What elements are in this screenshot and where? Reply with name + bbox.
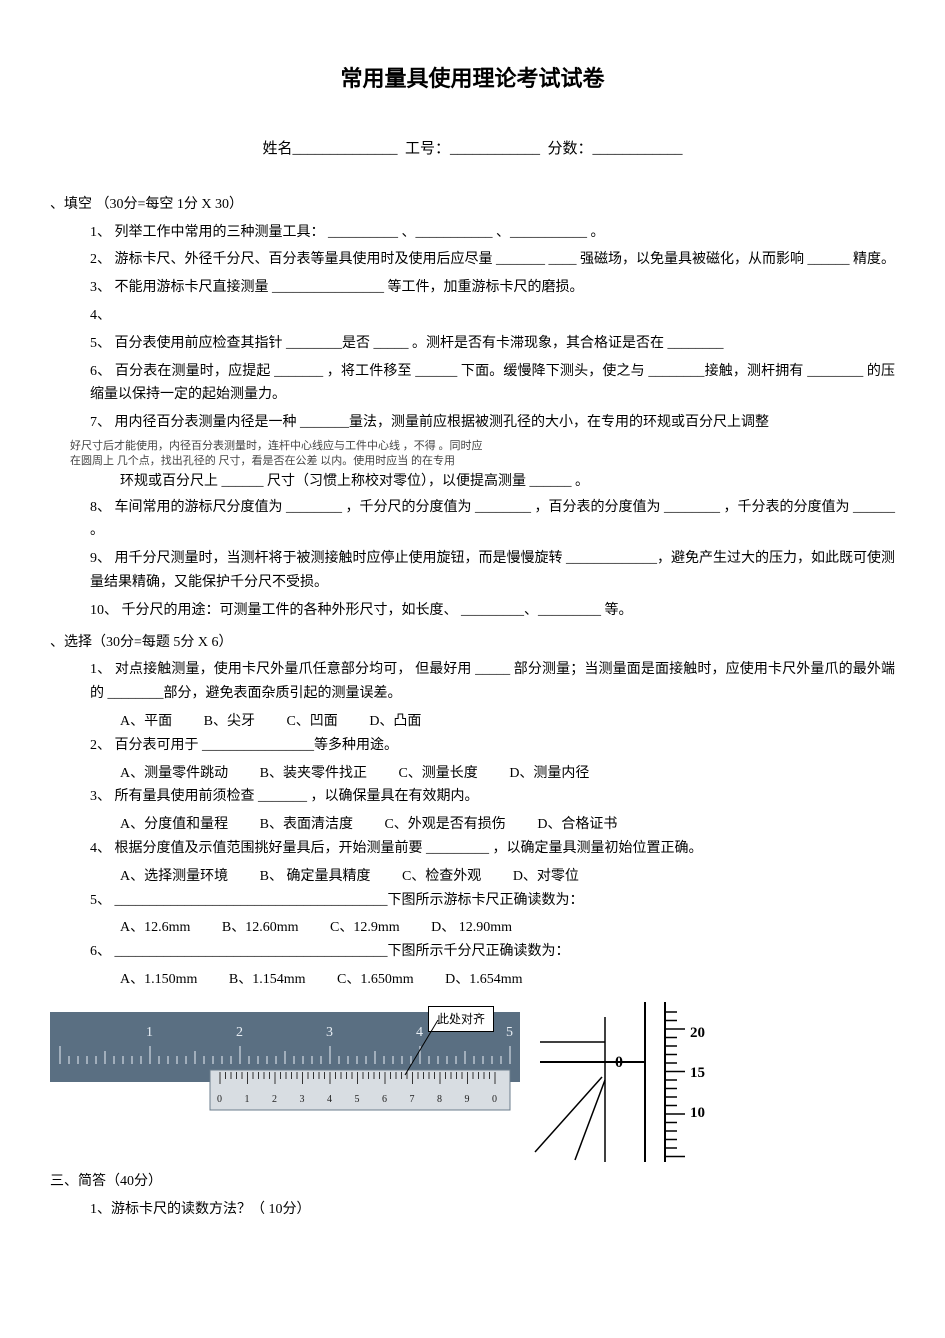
- score-label: 分数：: [548, 141, 593, 157]
- s2-q1-a: A、平面: [120, 710, 172, 734]
- s2-q3: 3、 所有量具使用前须检查 _______ ，以确保量具在有效期内。: [90, 785, 895, 809]
- s1-q5: 5、 百分表使用前应检查其指针 ________是否 _____ 。测杆是否有卡…: [90, 332, 895, 356]
- svg-text:15: 15: [690, 1065, 705, 1081]
- svg-text:2: 2: [272, 1094, 277, 1105]
- name-label: 姓名: [262, 141, 292, 157]
- s1-q7-note-a: 好尺寸后才能使用，内径百分表测量时，连杆中心线应与工件中心线 ，不得 。同时应: [70, 439, 895, 454]
- s1-q6: 6、 百分表在测量时，应提起 _______ ，将工件移至 ______ 下面。…: [90, 360, 895, 408]
- caliper-figure: 12345 01234567890 此处对齐: [50, 1002, 520, 1112]
- s2-q1-b: B、尖牙: [204, 710, 255, 734]
- s2-q2-c: C、测量长度: [398, 762, 477, 786]
- s2-q2: 2、 百分表可用于 ________________等多种用途。: [90, 734, 895, 758]
- s2-q2-b: B、装夹零件找正: [260, 762, 367, 786]
- s2-q4-c: C、检查外观: [402, 865, 481, 889]
- s1-q7b: 环规或百分尺上 ______ 尺寸（习惯上称校对零位），以便提高测量 _____…: [120, 470, 895, 494]
- s2-q6: 6、 _____________________________________…: [90, 940, 895, 964]
- s2-q6-options: A、1.150mm B、1.154mm C、1.650mm D、1.654mm: [120, 968, 895, 992]
- s2-q4-d: D、对零位: [513, 865, 579, 889]
- s2-q1: 1、 对点接触测量，使用卡尺外量爪任意部分均可， 但最好用 _____ 部分测量…: [90, 658, 895, 706]
- s2-q2-d: D、测量内径: [509, 762, 589, 786]
- s2-q1-d: D、凸面: [369, 710, 421, 734]
- s2-q3-b: B、表面清洁度: [260, 813, 353, 837]
- s2-q1-c: C、凹面: [286, 710, 337, 734]
- svg-text:0: 0: [217, 1094, 222, 1105]
- s2-q6-a: A、1.150mm: [120, 968, 197, 992]
- s2-q5-options: A、12.6mm B、12.60mm C、12.9mm D、 12.90mm: [120, 916, 895, 940]
- s2-q4-b: B、 确定量具精度: [260, 865, 371, 889]
- s1-q3: 3、 不能用游标卡尺直接测量 ________________ 等工件，加重游标…: [90, 276, 895, 300]
- s1-q10: 10、 千分尺的用途：可测量工件的各种外形尺寸，如长度、 _________、_…: [90, 599, 895, 623]
- s2-q5-a: A、12.6mm: [120, 916, 190, 940]
- section-1-header: 、填空 （30分=每空 1分 X 30）: [50, 193, 895, 217]
- s2-q4: 4、 根据分度值及示值范围挑好量具后，开始测量前要 _________ ，以确定…: [90, 837, 895, 861]
- svg-text:9: 9: [465, 1094, 470, 1105]
- svg-text:4: 4: [327, 1094, 332, 1105]
- s1-q7-note-b: 在圆周上 几个点，找出孔径的 尺寸，看是否在公差 以内。使用时应当 的在专用: [70, 454, 895, 469]
- callout-arrow: [400, 1020, 440, 1080]
- s2-q3-a: A、分度值和量程: [120, 813, 228, 837]
- thimble-zero: 0: [615, 1054, 623, 1071]
- figures-row: 12345 01234567890 此处对齐 0 201510: [50, 1002, 895, 1162]
- s2-q4-a: A、选择测量环境: [120, 865, 228, 889]
- s2-q4-options: A、选择测量环境 B、 确定量具精度 C、检查外观 D、对零位: [120, 865, 895, 889]
- student-info-line: 姓名______________ 工号：____________ 分数：____…: [50, 137, 895, 163]
- svg-text:8: 8: [437, 1094, 442, 1105]
- s1-q8: 8、 车间常用的游标尺分度值为 ________ ，千分尺的分度值为 _____…: [90, 496, 895, 544]
- s2-q1-options: A、平面 B、尖牙 C、凹面 D、凸面: [120, 710, 895, 734]
- section-2-header: 、选择（30分=每题 5分 X 6）: [50, 631, 895, 655]
- micrometer-figure: 0 20 15 10: [530, 1002, 730, 1162]
- svg-text:1: 1: [245, 1094, 250, 1105]
- s2-q5: 5、 _____________________________________…: [90, 889, 895, 913]
- micrometer-svg: 0 20 15 10: [530, 1002, 730, 1162]
- doc-title: 常用量具使用理论考试试卷: [50, 60, 895, 97]
- svg-text:7: 7: [410, 1094, 415, 1105]
- svg-text:3: 3: [326, 1025, 333, 1040]
- s2-q2-a: A、测量零件跳动: [120, 762, 228, 786]
- svg-text:2: 2: [236, 1025, 243, 1040]
- s3-q1: 1、游标卡尺的读数方法？（ 10分）: [90, 1198, 895, 1222]
- s2-q3-d: D、合格证书: [537, 813, 617, 837]
- id-label: 工号：: [405, 141, 450, 157]
- s2-q6-c: C、1.650mm: [337, 968, 414, 992]
- s1-q2: 2、 游标卡尺、外径千分尺、百分表等量具使用时及使用后应尽量 _______ _…: [90, 248, 895, 272]
- s1-q4: 4、: [90, 304, 895, 328]
- s1-q9: 9、 用千分尺测量时，当测杆将于被测接触时应停止使用旋钮，而是慢慢旋转 ____…: [90, 547, 895, 595]
- svg-text:6: 6: [382, 1094, 387, 1105]
- s2-q3-options: A、分度值和量程 B、表面清洁度 C、外观是否有损伤 D、合格证书: [120, 813, 895, 837]
- s1-q1: 1、 列举工作中常用的三种测量工具： __________ 、_________…: [90, 221, 895, 245]
- s1-q7: 7、 用内径百分表测量内径是一种 _______量法，测量前应根据被测孔径的大小…: [90, 411, 895, 435]
- svg-text:1: 1: [146, 1025, 153, 1040]
- s2-q2-options: A、测量零件跳动 B、装夹零件找正 C、测量长度 D、测量内径: [120, 762, 895, 786]
- svg-text:5: 5: [506, 1025, 513, 1040]
- s2-q5-c: C、12.9mm: [330, 916, 400, 940]
- svg-text:3: 3: [300, 1094, 305, 1105]
- svg-text:20: 20: [690, 1025, 705, 1041]
- s2-q6-b: B、1.154mm: [229, 968, 306, 992]
- s2-q5-d: D、 12.90mm: [431, 916, 512, 940]
- s2-q6-d: D、1.654mm: [445, 968, 522, 992]
- s2-q5-b: B、12.60mm: [222, 916, 299, 940]
- section-3-header: 三、简答（40分）: [50, 1170, 895, 1194]
- svg-text:0: 0: [492, 1094, 497, 1105]
- svg-text:5: 5: [355, 1094, 360, 1105]
- svg-text:10: 10: [690, 1105, 705, 1121]
- s2-q3-c: C、外观是否有损伤: [384, 813, 505, 837]
